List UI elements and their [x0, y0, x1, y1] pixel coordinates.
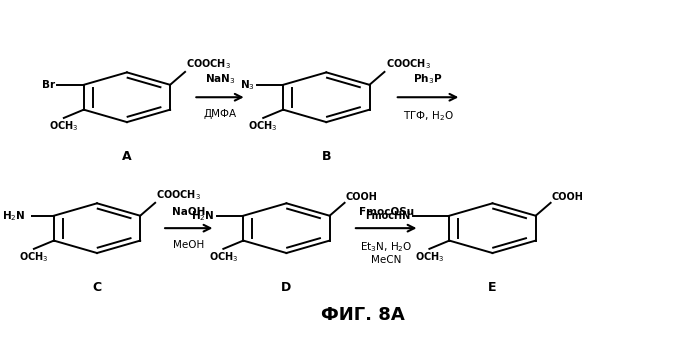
Text: H$_2$N: H$_2$N	[2, 209, 25, 223]
Text: E: E	[488, 281, 497, 294]
Text: H$_2$N: H$_2$N	[191, 209, 215, 223]
Text: OCH$_3$: OCH$_3$	[19, 250, 49, 264]
Text: OCH$_3$: OCH$_3$	[415, 250, 444, 264]
Text: А: А	[122, 150, 132, 163]
Text: Br: Br	[42, 80, 55, 90]
Text: OCH$_3$: OCH$_3$	[248, 120, 278, 133]
Text: NaN$_3$: NaN$_3$	[205, 72, 235, 86]
Text: OCH$_3$: OCH$_3$	[209, 250, 238, 264]
Text: COOCH$_3$: COOCH$_3$	[186, 57, 231, 71]
Text: ТГФ, H$_2$O: ТГФ, H$_2$O	[403, 109, 454, 123]
Text: COOCH$_3$: COOCH$_3$	[386, 57, 431, 71]
Text: FmocOSu: FmocOSu	[359, 207, 414, 217]
Text: COOH: COOH	[346, 192, 378, 202]
Text: MeOH: MeOH	[173, 240, 205, 250]
Text: В: В	[322, 150, 331, 163]
Text: COOH: COOH	[552, 192, 584, 202]
Text: FmocHN: FmocHN	[366, 211, 411, 221]
Text: ФИГ. 8А: ФИГ. 8А	[321, 306, 405, 324]
Text: NaOH: NaOH	[172, 207, 205, 217]
Text: D: D	[281, 281, 292, 294]
Text: COOCH$_3$: COOCH$_3$	[156, 188, 202, 202]
Text: OCH$_3$: OCH$_3$	[49, 120, 79, 133]
Text: Et$_3$N, H$_2$O
MeCN: Et$_3$N, H$_2$O MeCN	[360, 240, 413, 265]
Text: N$_3$: N$_3$	[239, 78, 255, 92]
Text: С: С	[92, 281, 102, 294]
Text: ДМФА: ДМФА	[203, 109, 237, 119]
Text: Ph$_3$P: Ph$_3$P	[413, 72, 443, 86]
